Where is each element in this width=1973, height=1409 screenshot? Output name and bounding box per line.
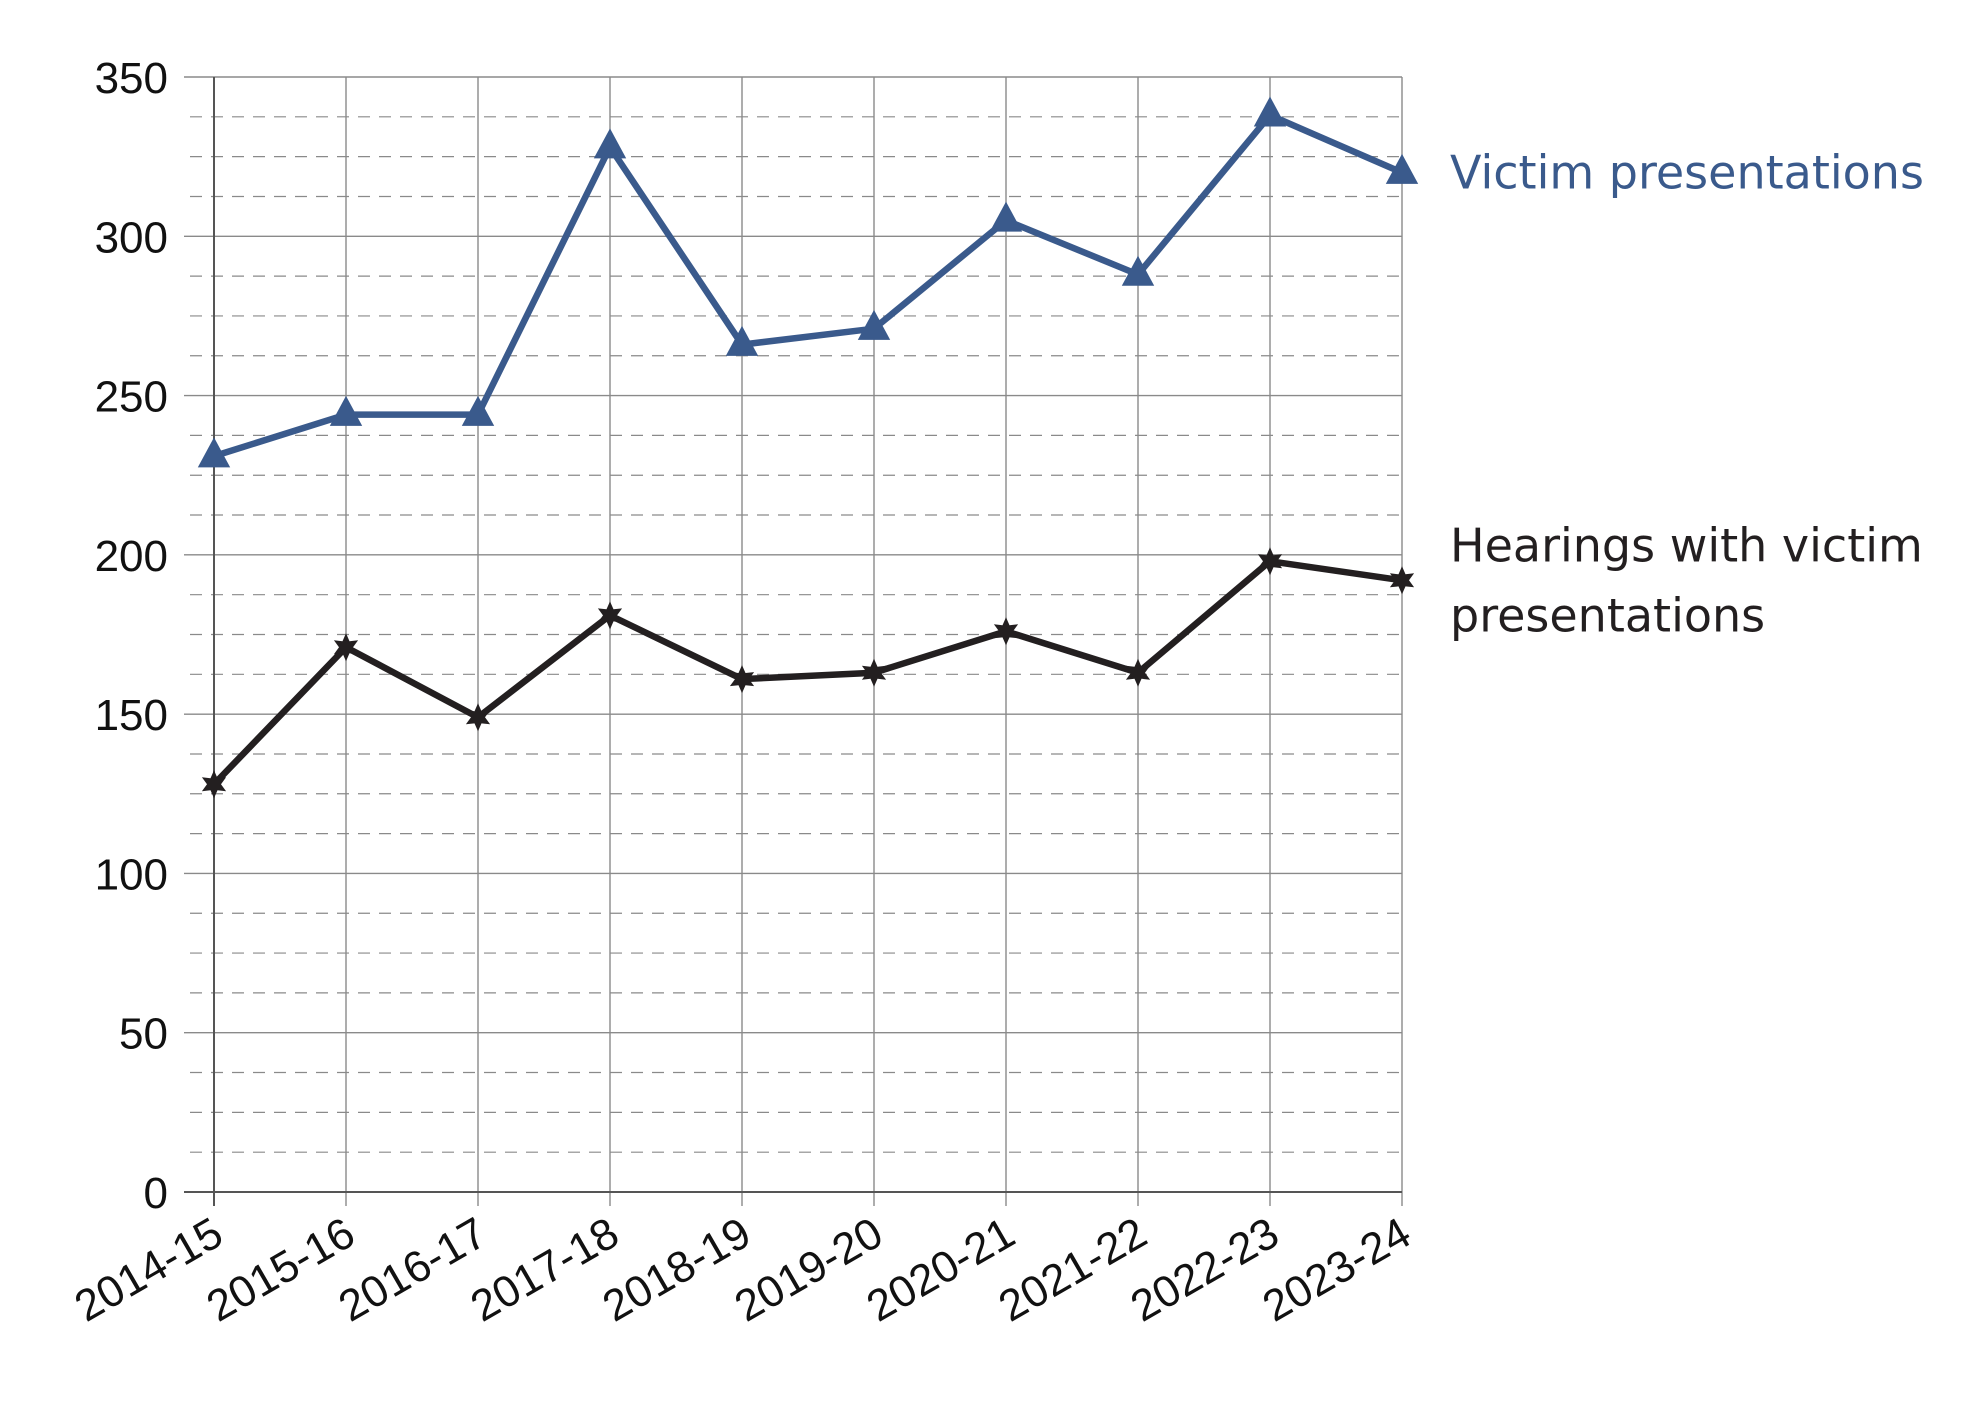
data-point-star: [1125, 658, 1151, 687]
data-point-triangle: [1385, 153, 1419, 184]
data-point-triangle: [1121, 255, 1155, 286]
y-tick-label: 200: [95, 532, 168, 581]
y-tick-label: 50: [119, 1010, 168, 1059]
x-tick-label: 2014-15: [67, 1208, 231, 1331]
data-point-triangle: [725, 325, 759, 356]
data-point-triangle: [329, 395, 363, 426]
series-labels: Victim presentations Hearings with victim…: [1450, 146, 1924, 643]
x-tick-label: 2017-18: [463, 1208, 627, 1331]
series-label-1: Hearings with victim presentations: [1450, 518, 1923, 642]
grid: [184, 76, 1403, 1206]
series-label-0: Victim presentations: [1450, 146, 1924, 200]
y-tick-label: 300: [95, 213, 168, 262]
y-tick-label: 100: [95, 850, 168, 899]
data-point-triangle: [857, 309, 891, 340]
data-point-star: [1389, 566, 1415, 595]
data-point-star: [1257, 547, 1283, 576]
x-tick-label: 2022-23: [1123, 1208, 1287, 1331]
x-tick-label: 2016-17: [331, 1208, 495, 1331]
data-point-star: [597, 601, 623, 630]
y-tick-label: 0: [144, 1169, 168, 1218]
series-label-line: Victim presentations: [1450, 146, 1924, 200]
series-0: [197, 96, 1419, 468]
y-tick-label: 350: [95, 54, 168, 103]
series-1: [201, 547, 1415, 799]
data-point-triangle: [1253, 96, 1287, 127]
x-tick-label: 2023-24: [1255, 1208, 1419, 1331]
y-tick-label: 250: [95, 373, 168, 422]
x-tick-label: 2018-19: [595, 1208, 759, 1331]
series-group: [197, 96, 1419, 799]
data-point-star: [201, 770, 227, 799]
y-tick-label: 150: [95, 691, 168, 740]
data-point-triangle: [197, 437, 231, 468]
series-label-line: Hearings with victim: [1450, 518, 1923, 572]
data-point-star: [729, 665, 755, 694]
x-tick-label: 2015-16: [199, 1208, 363, 1331]
data-point-star: [861, 658, 887, 687]
x-tick-label: 2019-20: [727, 1208, 891, 1331]
x-tick-label: 2020-21: [859, 1208, 1023, 1331]
x-tick-label: 2021-22: [991, 1208, 1155, 1331]
data-point-triangle: [989, 201, 1023, 232]
data-point-star: [333, 633, 359, 662]
series-line: [213, 111, 1404, 460]
data-point-star: [465, 703, 491, 732]
data-point-triangle: [461, 395, 495, 426]
series-label-line: presentations: [1450, 588, 1765, 642]
axes: 0 50 100 150 200 250 300 350 2014-152015-162016-…: [67, 54, 1419, 1331]
series-line: [211, 557, 1403, 787]
data-point-star: [993, 617, 1019, 646]
data-point-triangle: [593, 128, 627, 159]
